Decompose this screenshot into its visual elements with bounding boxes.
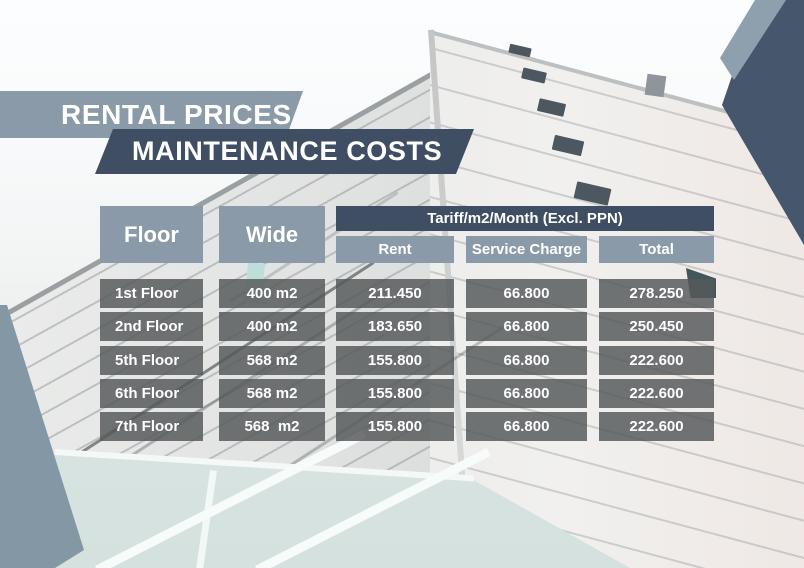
row-total-value: 278.250	[599, 279, 714, 308]
col-header-tariff-group: Tariff/m2/Month (Excl. PPN)	[336, 206, 714, 231]
row-total-value: 222.600	[599, 346, 714, 375]
row-rent-value: 155.800	[336, 379, 454, 408]
row-floor-label: 5th Floor	[100, 346, 203, 375]
row-rent-value: 211.450	[336, 279, 454, 308]
row-rent-value: 155.800	[336, 346, 454, 375]
row-wide-value: 400 m2	[219, 312, 325, 341]
col-header-wide: Wide	[219, 206, 325, 263]
row-total-value: 250.450	[599, 312, 714, 341]
row-floor-label: 2nd Floor	[100, 312, 203, 341]
row-wide-value: 568 m2	[219, 379, 325, 408]
row-floor-label: 6th Floor	[100, 379, 203, 408]
row-service-charge-value: 66.800	[466, 379, 587, 408]
row-service-charge-value: 66.800	[466, 346, 587, 375]
row-service-charge-value: 66.800	[466, 312, 587, 341]
col-header-floor: Floor	[100, 206, 203, 263]
row-total-value: 222.600	[599, 412, 714, 441]
row-rent-value: 155.800	[336, 412, 454, 441]
row-rent-value: 183.650	[336, 312, 454, 341]
title-line1: RENTAL PRICES	[61, 98, 292, 130]
row-wide-value: 400 m2	[219, 279, 325, 308]
col-header-service-charge: Service Charge	[466, 236, 587, 263]
row-floor-label: 7th Floor	[100, 412, 203, 441]
col-header-total: Total	[599, 236, 714, 263]
title-line2: MAINTENANCE COSTS	[132, 136, 443, 166]
row-floor-label: 1st Floor	[100, 279, 203, 308]
title-banner-maintenance-costs: MAINTENANCE COSTS	[95, 129, 474, 174]
row-wide-value: 568 m2	[219, 412, 325, 441]
row-service-charge-value: 66.800	[466, 412, 587, 441]
rooftop-block	[644, 73, 667, 98]
row-service-charge-value: 66.800	[466, 279, 587, 308]
row-total-value: 222.600	[599, 379, 714, 408]
col-header-rent: Rent	[336, 236, 454, 263]
row-wide-value: 568 m2	[219, 346, 325, 375]
